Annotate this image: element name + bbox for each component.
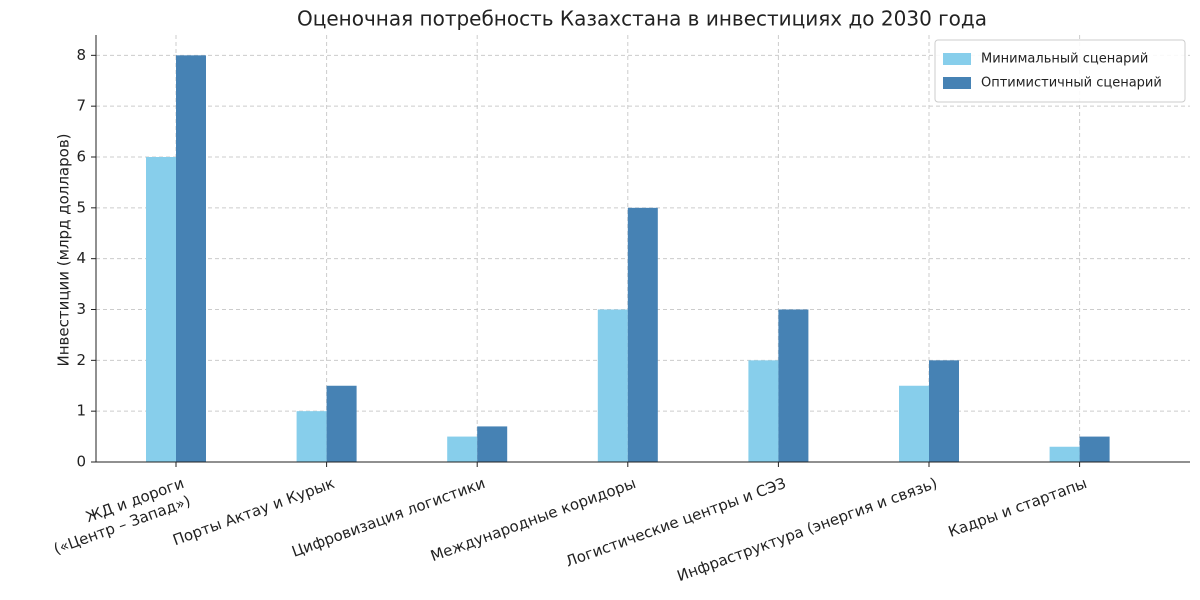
y-tick-label: 5: [76, 198, 86, 216]
legend-label: Минимальный сценарий: [981, 52, 1148, 67]
bar: [447, 436, 478, 462]
y-tick-label: 2: [76, 351, 86, 369]
y-tick-label: 3: [76, 300, 86, 318]
bar: [899, 385, 929, 462]
y-tick-label: 7: [76, 97, 86, 115]
bar: [296, 411, 327, 462]
legend-swatch: [943, 53, 971, 65]
bar: [326, 385, 357, 462]
bar: [778, 309, 809, 462]
legend-box: [934, 39, 1186, 103]
bar: [477, 426, 508, 462]
y-tick-label: 8: [76, 46, 86, 64]
y-tick-label: 6: [76, 148, 86, 166]
bar: [929, 360, 959, 462]
legend-label: Оптимистичный сценарий: [981, 76, 1162, 91]
y-tick-label: 1: [76, 402, 86, 420]
bar: [597, 309, 628, 462]
bar: [176, 55, 206, 462]
y-axis-label: Инвестиции (млрд долларов): [55, 133, 73, 366]
bar: [1079, 436, 1110, 462]
bar: [146, 157, 176, 462]
bar: [627, 207, 658, 462]
legend-swatch: [943, 77, 971, 89]
y-tick-label: 4: [76, 249, 86, 267]
bar: [748, 360, 779, 462]
y-tick-label: 0: [76, 453, 86, 471]
bar: [1049, 446, 1080, 462]
chart-title: Оценочная потребность Казахстана в инвес…: [297, 7, 987, 31]
